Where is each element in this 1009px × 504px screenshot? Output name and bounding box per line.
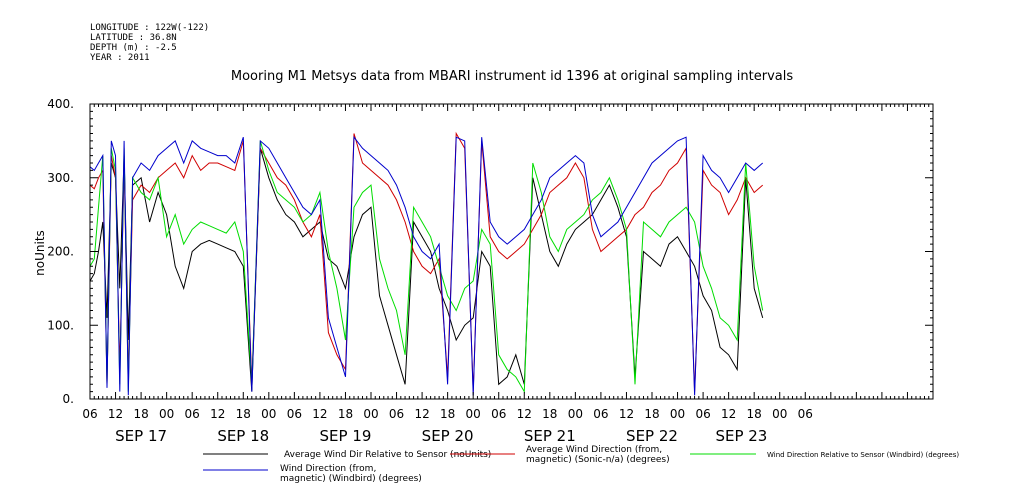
x-tick-label: 06 (389, 407, 404, 421)
x-tick-label: 18 (338, 407, 353, 421)
x-tick-label: 06 (82, 407, 97, 421)
x-date-label: SEP 18 (217, 427, 269, 445)
x-tick-label: 00 (772, 407, 787, 421)
x-date-label: SEP 23 (715, 427, 767, 445)
x-tick-label: 06 (287, 407, 302, 421)
x-tick-label: 00 (466, 407, 481, 421)
plot-frame (89, 103, 934, 400)
y-tick-label: 400. (47, 97, 74, 111)
meta-depth: DEPTH (m) : -2.5 (90, 43, 177, 53)
y-tick-label: 300. (47, 171, 74, 185)
x-tick-label: 12 (312, 407, 327, 421)
x-tick-label: 06 (491, 407, 506, 421)
x-tick-label: 18 (542, 407, 557, 421)
x-tick-label: 12 (619, 407, 634, 421)
x-tick-label: 00 (363, 407, 378, 421)
x-date-label: SEP 17 (115, 427, 167, 445)
x-tick-label: 18 (747, 407, 762, 421)
x-date-label: SEP 22 (626, 427, 678, 445)
y-tick-label: 0. (63, 392, 74, 406)
x-date-label: SEP 19 (320, 427, 372, 445)
x-date-label: SEP 20 (422, 427, 474, 445)
meta-year: YEAR : 2011 (90, 53, 150, 63)
x-tick-label: 18 (236, 407, 251, 421)
meta-latitude: LATITUDE : 36.8N (90, 33, 177, 43)
x-tick-label: 06 (695, 407, 710, 421)
legend-label-1: Average Wind Dir Relative to Sensor (noU… (284, 450, 491, 460)
x-tick-label: 06 (593, 407, 608, 421)
x-tick-label: 18 (440, 407, 455, 421)
x-tick-label: 06 (798, 407, 813, 421)
y-axis-label: noUnits (33, 230, 47, 276)
series-line-2 (89, 131, 764, 392)
x-date-label: SEP 21 (524, 427, 576, 445)
x-tick-label: 18 (133, 407, 148, 421)
x-tick-label: 12 (414, 407, 429, 421)
x-axis: 06 12 18 00 06 12 18 00 06 12 18 00 06 12 18 00 06 12 18 00… (82, 104, 934, 445)
legend: Average Wind Dir Relative to Sensor (noU… (203, 445, 959, 484)
x-tick-label: 06 (185, 407, 200, 421)
x-tick-label: 12 (721, 407, 736, 421)
plot-lines (89, 131, 764, 396)
x-tick-label: 00 (568, 407, 583, 421)
legend-label-2: Average Wind Direction (from, magnetic) (… (526, 445, 670, 465)
series-line-3 (89, 140, 764, 394)
y-axis: 0. 100. 200. 300. 400. (47, 97, 933, 406)
x-tick-label: 12 (108, 407, 123, 421)
y-tick-label: 100. (47, 318, 74, 332)
legend-label-3: Wind Direction Relative to Sensor (Windb… (767, 451, 959, 459)
series-line-1 (89, 148, 764, 392)
x-tick-label: 18 (644, 407, 659, 421)
x-tick-label: 00 (261, 407, 276, 421)
x-tick-label: 12 (210, 407, 225, 421)
chart-title: Mooring M1 Metsys data from MBARI instru… (231, 69, 793, 84)
x-tick-label: 00 (159, 407, 174, 421)
legend-label-4: Wind Direction (from, magnetic) (Windbird… (280, 464, 422, 484)
x-tick-label: 12 (517, 407, 532, 421)
series-line-4 (89, 135, 764, 396)
y-tick-label: 200. (47, 245, 74, 259)
x-tick-label: 00 (670, 407, 685, 421)
meta-longitude: LONGITUDE : 122W(-122) (90, 23, 209, 33)
